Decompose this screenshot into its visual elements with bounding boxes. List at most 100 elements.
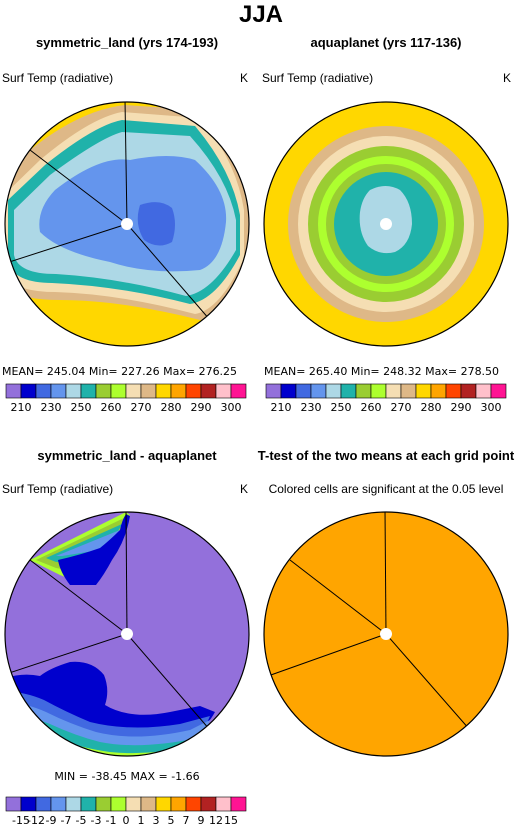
colorbar-c-swatch bbox=[185, 796, 202, 812]
colorbar-a-swatch bbox=[50, 383, 67, 399]
colorbar-a-swatch bbox=[80, 383, 97, 399]
panel-a-variable: Surf Temp (radiative) bbox=[2, 71, 113, 85]
figure-title: JJA bbox=[239, 1, 283, 28]
colorbar-a-swatch bbox=[35, 383, 52, 399]
colorbar-b-swatch bbox=[295, 383, 312, 399]
colorbar-b-swatch bbox=[385, 383, 402, 399]
colorbar-a-swatch bbox=[155, 383, 172, 399]
colorbar-a-swatch bbox=[65, 383, 82, 399]
colorbar-c-tick-label: 1 bbox=[138, 814, 145, 825]
colorbar-a-swatch bbox=[215, 383, 232, 399]
colorbar-a-tick-label: 290 bbox=[191, 401, 212, 414]
colorbar-b-swatch bbox=[415, 383, 432, 399]
colorbar-b-swatch bbox=[445, 383, 462, 399]
panel-d-subtitle: Colored cells are significant at the 0.0… bbox=[269, 482, 504, 496]
panel-difference: symmetric_land - aquaplanet Surf Temp (r… bbox=[2, 448, 250, 825]
panel-a-stats: MEAN= 245.04 Min= 227.26 Max= 276.25 bbox=[2, 365, 237, 378]
colorbar-a-swatch bbox=[170, 383, 187, 399]
colorbar-b-tick-label: 260 bbox=[361, 401, 382, 414]
colorbar-b-swatch bbox=[355, 383, 372, 399]
colorbar-a-tick-label: 270 bbox=[131, 401, 152, 414]
colorbar-c-tick-label: 12 bbox=[209, 814, 223, 825]
panel-d-title: T-test of the two means at each grid poi… bbox=[258, 448, 515, 463]
panel-symmetric-land: symmetric_land (yrs 174-193) Surf Temp (… bbox=[2, 35, 250, 414]
panel-c-title: symmetric_land - aquaplanet bbox=[37, 448, 217, 463]
colorbar-c-swatch bbox=[200, 796, 217, 812]
colorbar-c-swatch bbox=[125, 796, 142, 812]
colorbar-a-tick-label: 260 bbox=[101, 401, 122, 414]
colorbar-c-tick-label: -5 bbox=[76, 814, 87, 825]
panel-b-units: K bbox=[503, 71, 511, 85]
panel-a-colorbar: 210 230 250 260 270 280 290 300 bbox=[5, 383, 247, 414]
colorbar-c-tick-label: 7 bbox=[183, 814, 190, 825]
colorbar-a-swatch bbox=[185, 383, 202, 399]
colorbar-b-swatch bbox=[325, 383, 342, 399]
colorbar-a-tick-label: 250 bbox=[71, 401, 92, 414]
colorbar-b-swatch bbox=[460, 383, 477, 399]
panel-b-title: aquaplanet (yrs 117-136) bbox=[310, 35, 461, 50]
panel-c-colorbar: -15-12 -9 -7 -5 -3 -1 0 1 3 5 7 9 12 15 bbox=[5, 796, 247, 825]
colorbar-b-tick-label: 230 bbox=[301, 401, 322, 414]
colorbar-c-swatch bbox=[230, 796, 247, 812]
colorbar-c-swatch bbox=[80, 796, 97, 812]
colorbar-c-tick-label: -1 bbox=[106, 814, 117, 825]
colorbar-c-swatch bbox=[140, 796, 157, 812]
colorbar-b-swatch bbox=[310, 383, 327, 399]
colorbar-a-swatch bbox=[200, 383, 217, 399]
colorbar-c-tick-label: 0 bbox=[123, 814, 130, 825]
colorbar-b-swatch bbox=[265, 383, 282, 399]
panel-a-map bbox=[5, 102, 249, 346]
panel-b-colorbar: 210 230 250 260 270 280 290 300 bbox=[265, 383, 507, 414]
colorbar-c-tick-label: -3 bbox=[91, 814, 102, 825]
panel-c-variable: Surf Temp (radiative) bbox=[2, 482, 113, 496]
colorbar-a-swatch bbox=[230, 383, 247, 399]
panel-aquaplanet: aquaplanet (yrs 117-136) Surf Temp (radi… bbox=[262, 35, 511, 414]
colorbar-c-tick-label: 9 bbox=[198, 814, 205, 825]
panel-b-stats: MEAN= 265.40 Min= 248.32 Max= 278.50 bbox=[264, 365, 499, 378]
panel-c-units: K bbox=[240, 482, 248, 496]
colorbar-a-swatch bbox=[95, 383, 112, 399]
colorbar-b-swatch bbox=[340, 383, 357, 399]
colorbar-c-swatch bbox=[20, 796, 37, 812]
colorbar-a-swatch bbox=[5, 383, 22, 399]
panel-a-units: K bbox=[240, 71, 248, 85]
colorbar-c-tick-label: -15 bbox=[12, 814, 30, 825]
colorbar-b-tick-label: 210 bbox=[271, 401, 292, 414]
colorbar-b-tick-label: 300 bbox=[481, 401, 502, 414]
colorbar-b-swatch bbox=[490, 383, 507, 399]
colorbar-c-tick-label: -7 bbox=[61, 814, 72, 825]
colorbar-c-swatch bbox=[50, 796, 67, 812]
colorbar-a-swatch bbox=[140, 383, 157, 399]
colorbar-c-swatch bbox=[65, 796, 82, 812]
colorbar-c-swatch bbox=[95, 796, 112, 812]
colorbar-b-swatch bbox=[280, 383, 297, 399]
colorbar-b-swatch bbox=[475, 383, 492, 399]
colorbar-c-swatch bbox=[35, 796, 52, 812]
panel-c-stats: MIN = -38.45 MAX = -1.66 bbox=[54, 770, 199, 783]
colorbar-b-swatch bbox=[370, 383, 387, 399]
colorbar-c-swatch bbox=[155, 796, 172, 812]
panel-ttest: T-test of the two means at each grid poi… bbox=[258, 448, 515, 757]
colorbar-a-swatch bbox=[110, 383, 127, 399]
colorbar-b-tick-label: 270 bbox=[391, 401, 412, 414]
colorbar-b-tick-label: 280 bbox=[421, 401, 442, 414]
panel-b-map bbox=[264, 102, 508, 346]
colorbar-b-swatch bbox=[400, 383, 417, 399]
panel-a-title: symmetric_land (yrs 174-193) bbox=[36, 35, 218, 50]
colorbar-a-tick-label: 230 bbox=[41, 401, 62, 414]
colorbar-c-swatch bbox=[170, 796, 187, 812]
panel-b-variable: Surf Temp (radiative) bbox=[262, 71, 373, 85]
panel-c-map bbox=[5, 512, 249, 756]
colorbar-b-swatch bbox=[430, 383, 447, 399]
colorbar-a-tick-label: 210 bbox=[11, 401, 32, 414]
colorbar-c-swatch bbox=[215, 796, 232, 812]
colorbar-c-swatch bbox=[5, 796, 22, 812]
colorbar-c-tick-label: -12 bbox=[27, 814, 45, 825]
colorbar-a-tick-label: 300 bbox=[221, 401, 242, 414]
panel-d-map bbox=[264, 512, 508, 756]
colorbar-a-tick-label: 280 bbox=[161, 401, 182, 414]
colorbar-c-tick-label: 15 bbox=[224, 814, 238, 825]
colorbar-c-tick-label: 3 bbox=[153, 814, 160, 825]
colorbar-b-tick-label: 290 bbox=[451, 401, 472, 414]
